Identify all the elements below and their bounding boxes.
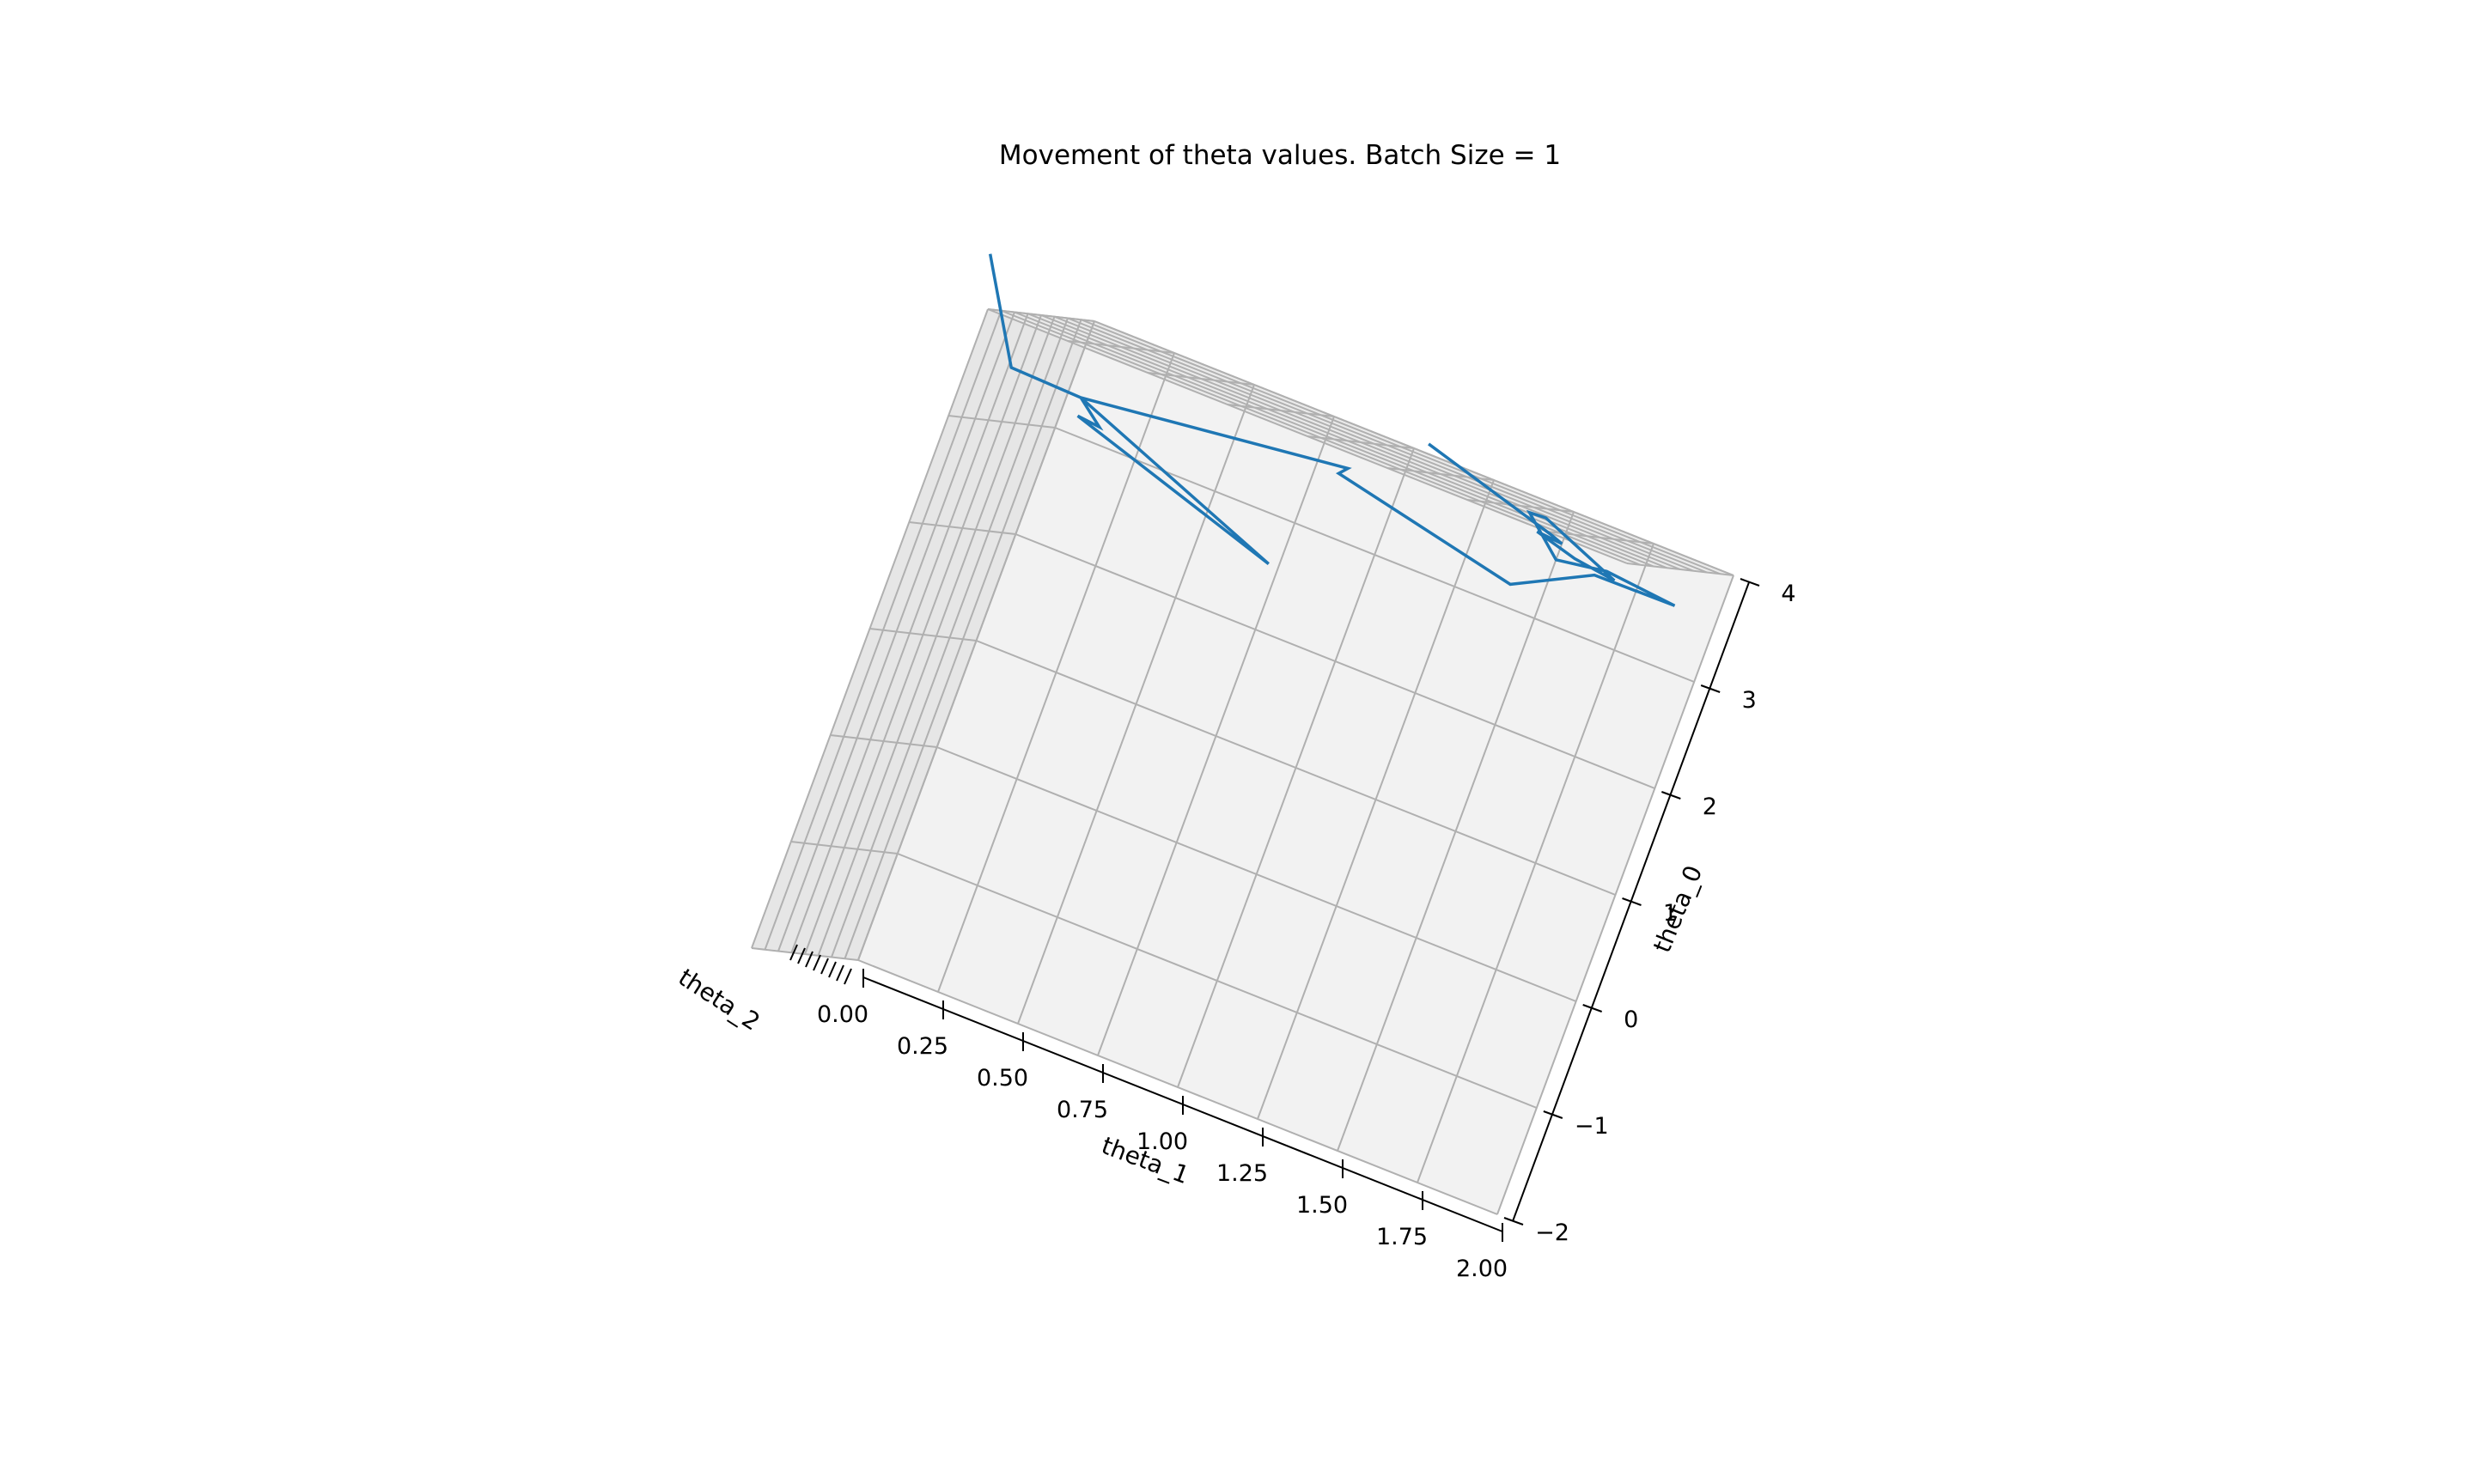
- side-grid-theta2-6: [777, 312, 1015, 952]
- y-tick-6: [797, 947, 806, 964]
- grid-lines: [751, 308, 1734, 1215]
- y-tick-3: [820, 958, 829, 975]
- z-tick-label-6: 4: [1781, 581, 1795, 607]
- z-tick-label-2: 0: [1624, 1007, 1638, 1033]
- side-grid-theta2-2: [831, 318, 1069, 958]
- data-series: [988, 253, 1676, 607]
- side-grid-theta2-1: [844, 319, 1082, 959]
- x-tick-label-3: 0.75: [1057, 1097, 1108, 1123]
- grid-line-theta0-3: [976, 640, 1616, 896]
- side-grid-theta2-5: [790, 313, 1029, 953]
- z-tick-3: [1622, 897, 1642, 906]
- x-tick-label-7: 1.75: [1376, 1224, 1428, 1250]
- x-tick-label-4: 1.00: [1136, 1128, 1188, 1155]
- x-tick-label-2: 0.50: [977, 1065, 1028, 1092]
- z-tick-2: [1582, 1004, 1603, 1013]
- y-tick-2: [828, 961, 837, 978]
- side-grid-theta2-3: [817, 316, 1056, 957]
- x-tick-label-6: 1.50: [1296, 1192, 1348, 1219]
- top-grid-theta2-4: [1040, 314, 1681, 570]
- tick-marks-and-labels: 0.00 0.25 0.50 0.75 1.00 1.25 1.50 1.75 2.00 −2 −1…: [789, 578, 1796, 1282]
- x-tick-label-0: 0.00: [817, 1001, 868, 1028]
- x-tick-label-8: 2.00: [1456, 1256, 1508, 1282]
- y-tick-1: [836, 964, 844, 982]
- y-tick-0: [844, 968, 852, 985]
- y-tick-5: [805, 951, 813, 968]
- top-grid-theta2-0: [1094, 320, 1734, 576]
- series-line-0: [988, 253, 1676, 607]
- top-grid-theta2-8: [987, 308, 1628, 564]
- side-grid-theta2-8: [751, 308, 989, 949]
- z-tick-label-5: 3: [1742, 687, 1757, 714]
- z-tick-0: [1503, 1217, 1524, 1226]
- grid-line-theta0-0: [857, 959, 1498, 1215]
- z-tick-label-4: 2: [1703, 794, 1717, 820]
- x-tick-label-1: 0.25: [897, 1033, 948, 1060]
- grid-line-theta0-1: [897, 853, 1538, 1109]
- z-tick-6: [1740, 578, 1760, 587]
- z-tick-label-3: 1: [1663, 900, 1678, 927]
- chart-title: Movement of theta values. Batch Size = 1: [999, 140, 1561, 171]
- side-grid-theta2-7: [764, 310, 1002, 951]
- grid-line-theta0-2: [936, 746, 1577, 1002]
- top-grid-theta2-5: [1027, 313, 1667, 569]
- top-grid-theta2-1: [1081, 319, 1721, 575]
- z-tick-5: [1700, 684, 1721, 693]
- y-tick-7: [789, 944, 798, 961]
- top-grid-theta2-3: [1054, 315, 1694, 572]
- z-tick-label-1: −1: [1575, 1113, 1609, 1140]
- side-grid-theta2-4: [804, 314, 1042, 955]
- top-grid-theta2-2: [1067, 317, 1708, 574]
- side-grid-theta2-0: [857, 320, 1095, 961]
- z-tick-1: [1543, 1110, 1563, 1119]
- z-tick-label-0: −2: [1535, 1219, 1569, 1246]
- top-grid-theta2-6: [1014, 311, 1654, 568]
- x-tick-label-5: 1.25: [1216, 1160, 1268, 1187]
- z-tick-4: [1661, 791, 1681, 800]
- y-tick-4: [813, 954, 821, 971]
- grid-line-theta0-4: [1015, 533, 1655, 789]
